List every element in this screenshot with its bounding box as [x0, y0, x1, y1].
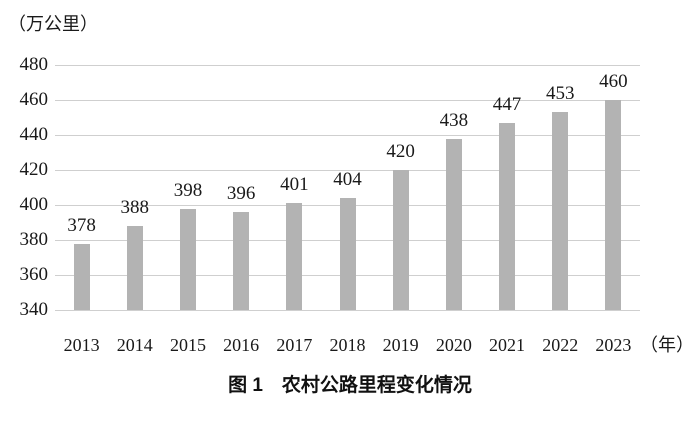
bar [233, 212, 250, 310]
y-axis-tick-label: 340 [19, 299, 49, 320]
bar-value-label: 420 [386, 141, 415, 162]
y-axis-tick-label: 460 [19, 89, 49, 110]
gridline [55, 170, 640, 171]
x-axis-tick-label: 2019 [382, 335, 419, 355]
chart-caption: 图 1 农村公路里程变化情况 [228, 375, 472, 396]
x-axis-tick-label: 2014 [116, 335, 153, 355]
x-axis-tick-label: 2021 [489, 335, 526, 355]
y-axis-tick-label: 480 [19, 54, 49, 75]
bar [499, 122, 516, 310]
x-axis-tick-label: 2013 [63, 335, 100, 355]
y-axis-unit-label: （万公里） [8, 14, 98, 34]
gridline [55, 310, 640, 311]
bar-value-label: 401 [280, 174, 309, 196]
bar [445, 138, 462, 310]
bar-value-label: 453 [545, 83, 575, 105]
x-axis-tick-label: 2020 [435, 335, 472, 355]
y-axis-tick-label: 400 [19, 194, 49, 215]
bar [126, 226, 143, 310]
bar-value-label: 398 [173, 179, 203, 201]
bar [339, 198, 356, 310]
bar [605, 100, 622, 310]
x-axis-tick-label: 2017 [276, 335, 313, 355]
gridline [55, 100, 640, 101]
bar [286, 203, 303, 310]
y-axis-tick-label: 440 [19, 124, 49, 145]
bar [392, 170, 409, 310]
y-axis-tick-label: 380 [19, 229, 49, 250]
bar [552, 112, 569, 310]
x-axis-tick-label: 2015 [169, 335, 206, 355]
x-axis-tick-label: 2018 [329, 335, 366, 355]
bar-value-label: 460 [599, 71, 628, 92]
gridline [55, 65, 640, 66]
x-axis-tick-label: 2016 [223, 335, 260, 355]
bar [179, 208, 196, 310]
bar-value-label: 404 [333, 169, 362, 190]
bar-value-label: 447 [492, 93, 522, 115]
y-axis-tick-label: 360 [19, 264, 49, 285]
bar [73, 243, 90, 310]
bar-value-label: 388 [120, 197, 150, 218]
bar-value-label: 438 [439, 109, 469, 131]
x-axis-tick-label: 2023 [595, 335, 632, 355]
y-axis-tick-label: 420 [19, 159, 49, 180]
bar-value-label: 396 [226, 183, 256, 204]
gridline [55, 135, 640, 136]
bar-value-label: 378 [67, 214, 96, 236]
x-axis-tick-label: 2022 [542, 335, 579, 355]
x-axis-unit-label: （年） [640, 335, 694, 355]
